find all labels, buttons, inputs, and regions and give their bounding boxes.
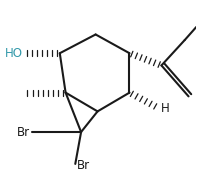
Text: Br: Br <box>17 125 30 139</box>
Text: HO: HO <box>5 47 23 60</box>
Text: H: H <box>161 102 169 115</box>
Text: Br: Br <box>77 159 90 172</box>
